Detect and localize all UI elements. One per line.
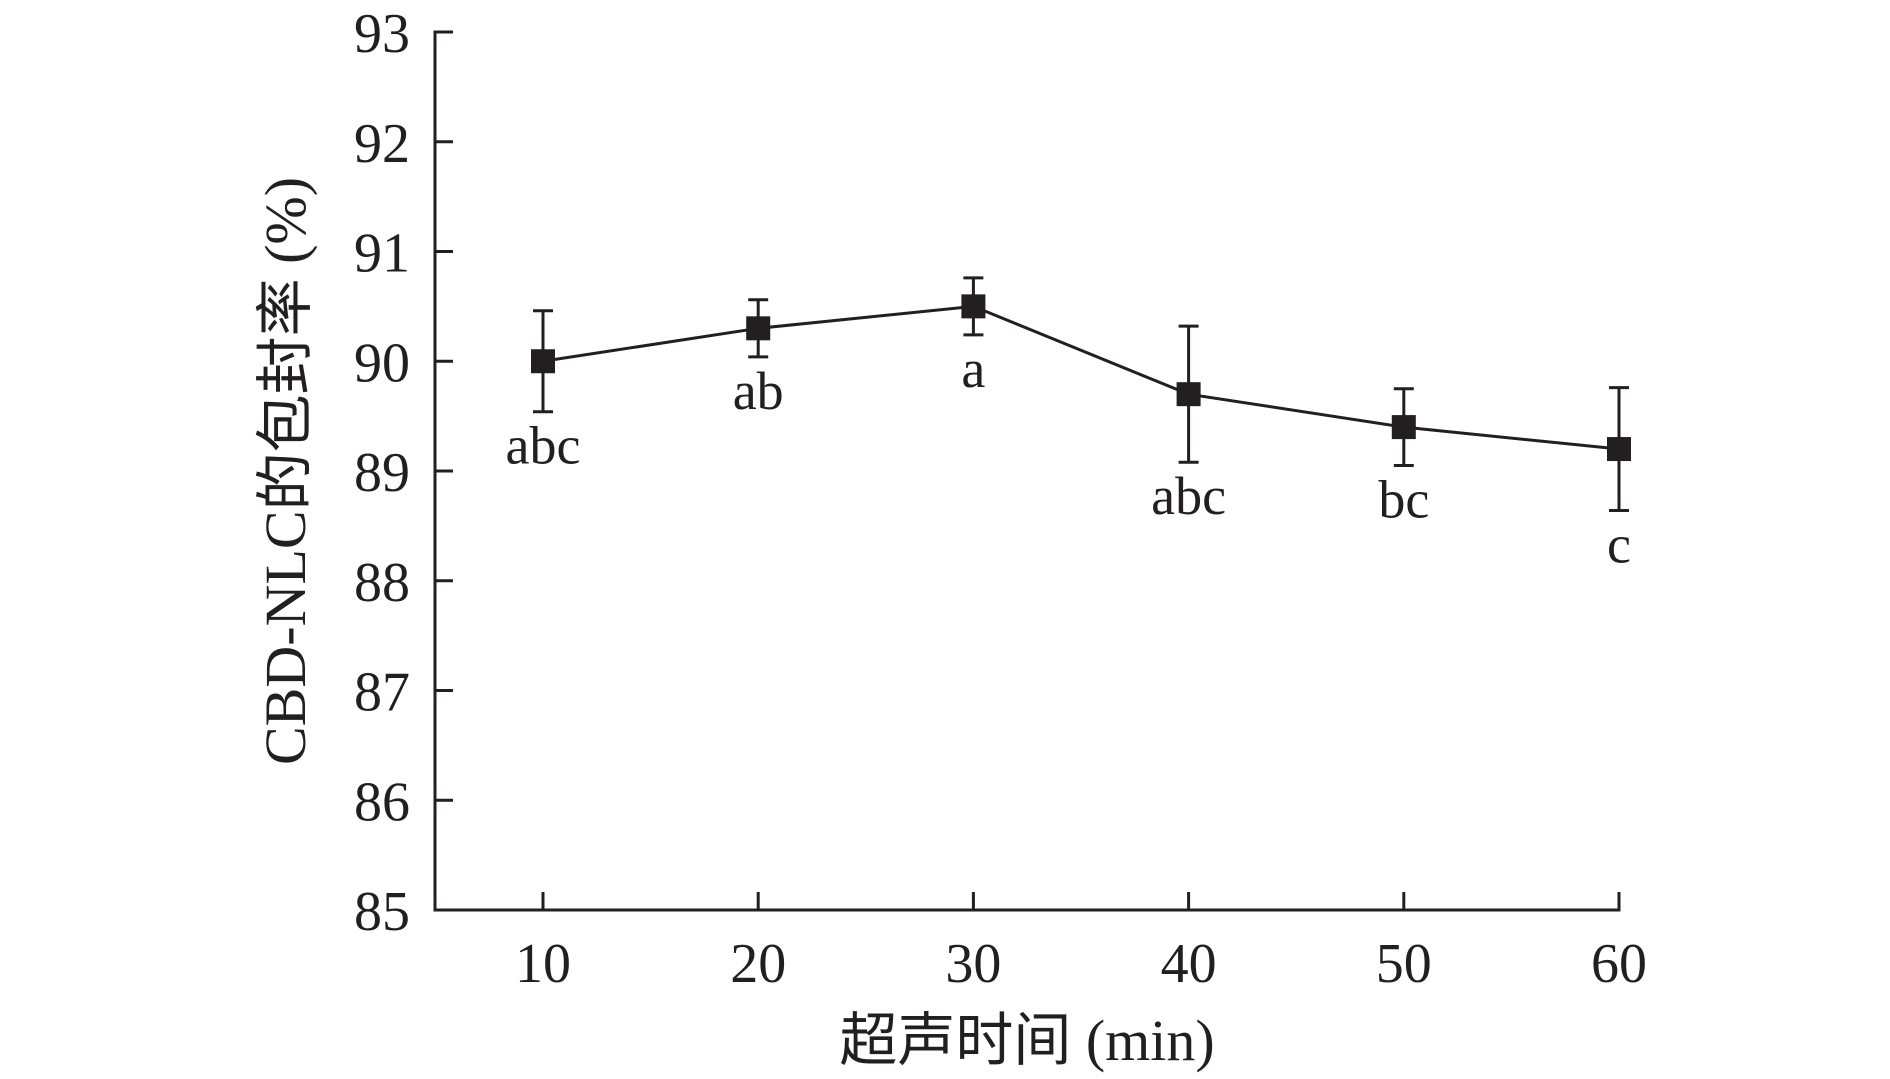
y-axis-title: CBD-NLC的包封率 (%) [253,177,318,765]
significance-label: a [961,339,985,399]
x-tick-label: 20 [730,933,786,995]
x-tick-label: 50 [1376,933,1432,995]
data-point-marker [1176,382,1201,407]
y-tick-label: 92 [354,113,410,175]
x-tick-label: 60 [1591,933,1647,995]
data-point-marker [1607,437,1631,462]
y-tick-label: 93 [354,3,410,65]
data-point-marker [746,316,771,341]
y-tick-label: 85 [354,881,410,943]
y-tick-label: 89 [354,442,410,504]
y-tick-label: 86 [354,771,410,833]
data-point-marker [1391,415,1416,440]
y-tick-label: 88 [354,552,410,614]
x-tick-label: 40 [1161,933,1217,995]
significance-label: abc [506,416,581,476]
significance-label: abc [1151,466,1226,526]
x-tick-label: 10 [515,933,571,995]
significance-label: c [1607,515,1631,575]
significance-label: ab [733,361,784,421]
series-line [542,304,1620,451]
data-point-marker [531,349,555,374]
axes [433,30,1621,912]
ticks: 85 86 87 88 89 90 91 92 93 10 20 30 40 50 60 [354,3,1647,995]
y-tick-label: 90 [354,332,410,394]
x-axis-title: 超声时间 (min) [839,1008,1214,1073]
labels: abc ab a abc bc c [506,339,1631,575]
significance-label: bc [1378,470,1429,530]
x-tick-label: 30 [945,933,1001,995]
y-tick-label: 91 [354,223,410,285]
y-tick-label: 87 [354,662,410,724]
data-point-marker [961,294,986,319]
series [531,276,1631,513]
